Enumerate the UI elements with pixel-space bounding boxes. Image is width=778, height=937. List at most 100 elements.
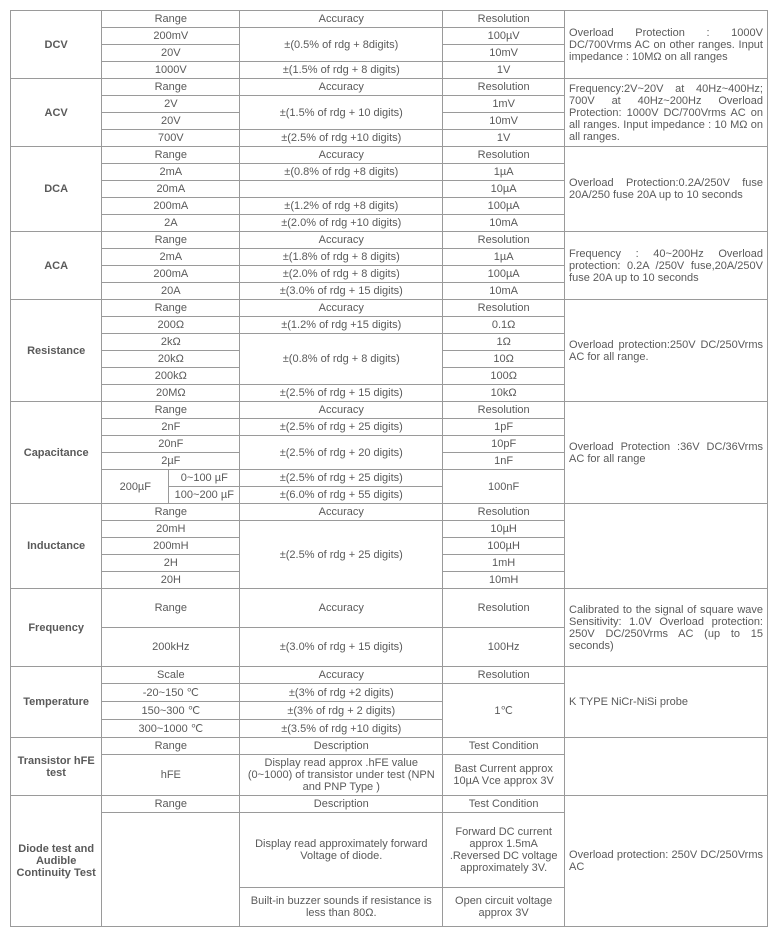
acv-r3-range: 700V xyxy=(102,130,240,147)
dcv-r1-range: 200mV xyxy=(102,28,240,45)
ind-r4-range: 20H xyxy=(102,572,240,589)
hdr-accuracy: Accuracy xyxy=(240,147,443,164)
freq-r1-range: 200kHz xyxy=(102,628,240,667)
temp-note: K TYPE NiCr-NiSi probe xyxy=(565,667,768,738)
hdr-resolution: Resolution xyxy=(443,589,565,628)
acv-note: Frequency:2V~20V at 40Hz~400Hz; 700V at … xyxy=(565,79,768,147)
res-r1-range: 200Ω xyxy=(102,317,240,334)
dca-r3-res: 100µA xyxy=(443,198,565,215)
hdr-testcond: Test Condition xyxy=(443,738,565,755)
hdr-resolution: Resolution xyxy=(443,667,565,684)
dca-r4-res: 10mA xyxy=(443,215,565,232)
cap-r4a-acc: ±(2.5% of rdg + 25 digits) xyxy=(240,470,443,487)
hdr-resolution: Resolution xyxy=(443,402,565,419)
dcv-note: Overload Protection : 1000V DC/700Vrms A… xyxy=(565,11,768,79)
aca-r3-res: 10mA xyxy=(443,283,565,300)
aca-r1-res: 1µA xyxy=(443,249,565,266)
dca-r2-res: 10µA xyxy=(443,181,565,198)
freq-r1-res: 100Hz xyxy=(443,628,565,667)
acv-r1-range: 2V xyxy=(102,96,240,113)
cap-r1-range: 2nF xyxy=(102,419,240,436)
hdr-testcond: Test Condition xyxy=(443,796,565,813)
ind-r3-res: 1mH xyxy=(443,555,565,572)
diode-desc2: Built-in buzzer sounds if resistance is … xyxy=(240,888,443,927)
aca-r1-acc: ±(1.8% of rdg + 8 digits) xyxy=(240,249,443,266)
hdr-accuracy: Accuracy xyxy=(240,11,443,28)
cap-label: Capacitance xyxy=(11,402,102,504)
res-label: Resistance xyxy=(11,300,102,402)
hdr-accuracy: Accuracy xyxy=(240,504,443,521)
hdr-accuracy: Accuracy xyxy=(240,402,443,419)
dca-r1-acc: ±(0.8% of rdg +8 digits) xyxy=(240,164,443,181)
temp-res: 1℃ xyxy=(443,684,565,738)
hdr-resolution: Resolution xyxy=(443,504,565,521)
ind-r3-range: 2H xyxy=(102,555,240,572)
dca-r2-range: 20mA xyxy=(102,181,240,198)
acv-r2-res: 10mV xyxy=(443,113,565,130)
ind-r1-res: 10µH xyxy=(443,521,565,538)
hdr-accuracy: Accuracy xyxy=(240,667,443,684)
hdr-resolution: Resolution xyxy=(443,300,565,317)
aca-r2-acc: ±(2.0% of rdg + 8 digits) xyxy=(240,266,443,283)
hdr-accuracy: Accuracy xyxy=(240,79,443,96)
aca-r2-res: 100µA xyxy=(443,266,565,283)
diode-cond2: Open circuit voltage approx 3V xyxy=(443,888,565,927)
hdr-description: Description xyxy=(240,796,443,813)
dcv-r3-res: 1V xyxy=(443,62,565,79)
acv-acc3: ±(2.5% of rdg +10 digits) xyxy=(240,130,443,147)
cap-r4b-sub: 100~200 µF xyxy=(169,487,240,504)
dcv-acc12: ±(0.5% of rdg + 8digits) xyxy=(240,28,443,62)
dcv-r3-range: 1000V xyxy=(102,62,240,79)
hdr-range: Range xyxy=(102,11,240,28)
hdr-resolution: Resolution xyxy=(443,11,565,28)
hdr-scale: Scale xyxy=(102,667,240,684)
temp-r2-range: 150~300 ℃ xyxy=(102,702,240,720)
cap-r2-range: 20nF xyxy=(102,436,240,453)
temp-r1-acc: ±(3% of rdg +2 digits) xyxy=(240,684,443,702)
temp-r2-acc: ±(3% of rdg + 2 digits) xyxy=(240,702,443,720)
aca-label: ACA xyxy=(11,232,102,300)
ind-acc: ±(2.5% of rdg + 25 digits) xyxy=(240,521,443,589)
res-r234-acc: ±(0.8% of rdg + 8 digits) xyxy=(240,334,443,385)
res-r4-range: 200kΩ xyxy=(102,368,240,385)
dca-r1-res: 1µA xyxy=(443,164,565,181)
hdr-range: Range xyxy=(102,79,240,96)
hdr-range: Range xyxy=(102,232,240,249)
dca-r1-range: 2mA xyxy=(102,164,240,181)
diode-desc1: Display read approximately forward Volta… xyxy=(240,813,443,888)
hdr-range: Range xyxy=(102,504,240,521)
freq-label: Frequency xyxy=(11,589,102,667)
dca-r4-acc: ±(2.0% of rdg +10 digits) xyxy=(240,215,443,232)
res-r3-range: 20kΩ xyxy=(102,351,240,368)
cap-r4b-acc: ±(6.0% of rdg + 55 digits) xyxy=(240,487,443,504)
hdr-description: Description xyxy=(240,738,443,755)
cap-r4-range: 200µF xyxy=(102,470,169,504)
res-r5-res: 10kΩ xyxy=(443,385,565,402)
hdr-range: Range xyxy=(102,300,240,317)
aca-r2-range: 200mA xyxy=(102,266,240,283)
diode-label: Diode test and Audible Continuity Test xyxy=(11,796,102,927)
temp-r3-range: 300~1000 ℃ xyxy=(102,720,240,738)
aca-r3-acc: ±(3.0% of rdg + 15 digits) xyxy=(240,283,443,300)
cap-r4-res: 100nF xyxy=(443,470,565,504)
hfe-desc: Display read approx .hFE value (0~1000) … xyxy=(240,755,443,796)
acv-acc12: ±(1.5% of rdg + 10 digits) xyxy=(240,96,443,130)
res-r2-res: 1Ω xyxy=(443,334,565,351)
res-r2-range: 2kΩ xyxy=(102,334,240,351)
dca-r4-range: 2A xyxy=(102,215,240,232)
res-r1-res: 0.1Ω xyxy=(443,317,565,334)
hdr-accuracy: Accuracy xyxy=(240,589,443,628)
temp-r3-acc: ±(3.5% of rdg +10 digits) xyxy=(240,720,443,738)
ind-r4-res: 10mH xyxy=(443,572,565,589)
cap-note: Overload Protection :36V DC/36Vrms AC fo… xyxy=(565,402,768,504)
dca-note: Overload Protection:0.2A/250V fuse 20A/2… xyxy=(565,147,768,232)
dca-r3-acc: ±(1.2% of rdg +8 digits) xyxy=(240,198,443,215)
cap-r3-range: 2µF xyxy=(102,453,240,470)
diode-cond1: Forward DC current approx 1.5mA .Reverse… xyxy=(443,813,565,888)
acv-r3-res: 1V xyxy=(443,130,565,147)
cap-r2-res: 10pF xyxy=(443,436,565,453)
acv-r2-range: 20V xyxy=(102,113,240,130)
ind-r2-res: 100µH xyxy=(443,538,565,555)
res-r5-acc: ±(2.5% of rdg + 15 digits) xyxy=(240,385,443,402)
hdr-range: Range xyxy=(102,147,240,164)
